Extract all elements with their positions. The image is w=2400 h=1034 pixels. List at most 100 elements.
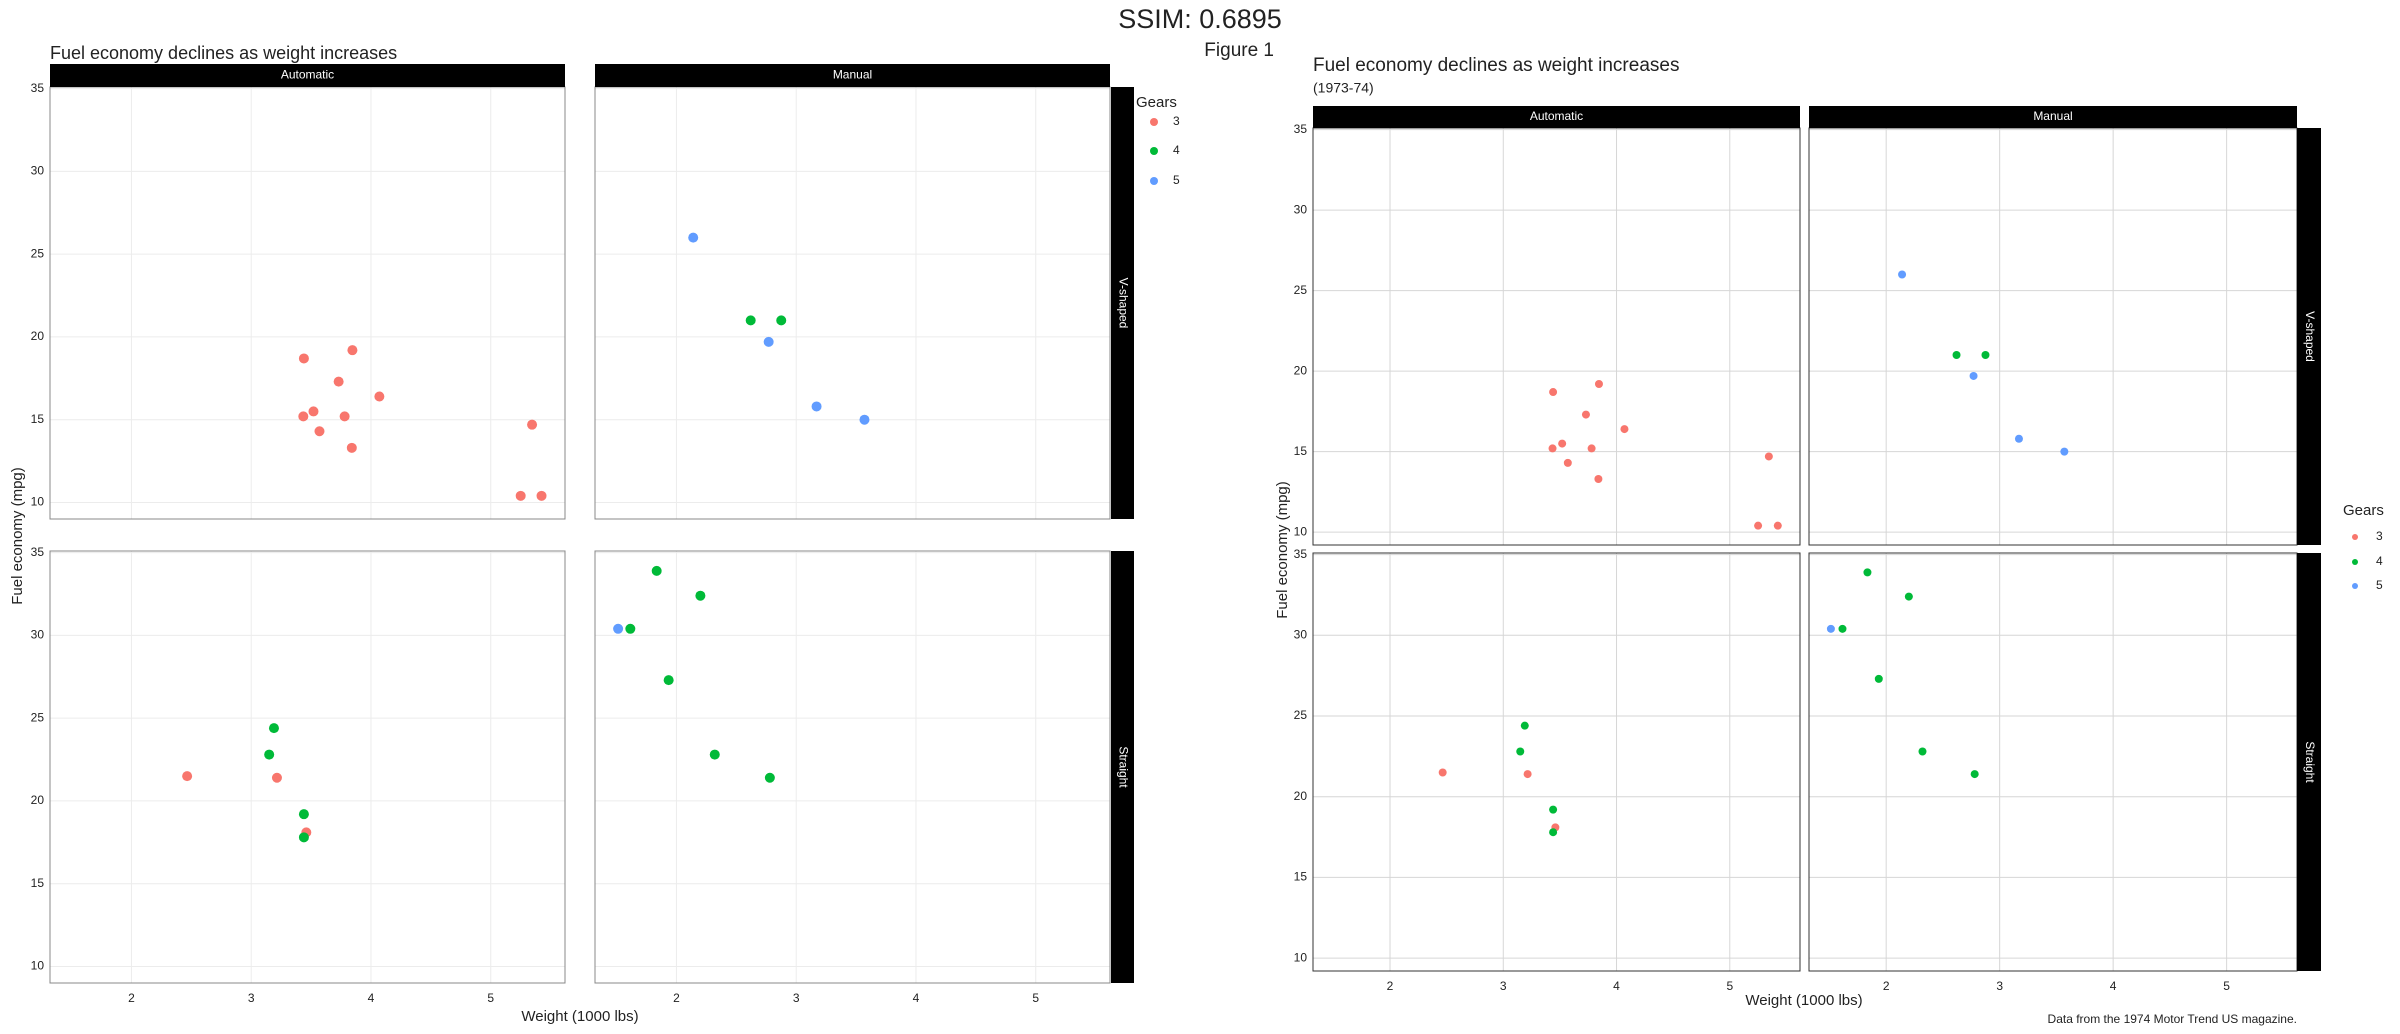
point: [536, 490, 547, 501]
facet-strip: [2297, 128, 2321, 545]
x-tick-label: 2: [1883, 979, 1890, 993]
legend-label: 5: [1173, 173, 1180, 187]
x-tick-label: 3: [1996, 979, 2003, 993]
legend-marker: [2352, 583, 2358, 589]
point: [1581, 410, 1590, 419]
chart-title: Fuel economy declines as weight increase…: [50, 43, 397, 63]
point: [515, 490, 526, 501]
point: [1773, 521, 1782, 530]
facet-label: Automatic: [281, 68, 334, 82]
facet-strip: [1313, 106, 1800, 128]
point: [527, 419, 538, 430]
x-tick-label: 4: [913, 991, 920, 1005]
point: [298, 353, 309, 364]
facet-label: Manual: [833, 68, 872, 82]
panel: [50, 551, 565, 983]
legend-marker: [2352, 534, 2358, 540]
y-tick-label: 25: [31, 246, 45, 260]
facet-strip: [50, 64, 565, 87]
point: [613, 623, 624, 634]
y-tick-label: 30: [1294, 202, 1308, 216]
y-tick-label: 30: [1294, 627, 1308, 641]
point: [1523, 770, 1532, 779]
y-tick-label: 10: [1294, 950, 1308, 964]
x-tick-label: 2: [128, 991, 135, 1005]
y-tick-label: 10: [1294, 524, 1308, 538]
y-tick-label: 15: [1294, 444, 1308, 458]
point: [1970, 770, 1979, 779]
x-axis-label: Weight (1000 lbs): [521, 1008, 638, 1025]
point: [346, 442, 357, 453]
facet-strip: [1809, 106, 2297, 128]
legend-title: Gears: [1136, 94, 1177, 111]
panel: [50, 87, 565, 519]
point: [745, 315, 756, 326]
y-tick-label: 15: [31, 412, 45, 426]
y-tick-label: 15: [31, 876, 45, 890]
figure-label: Figure 1: [1204, 40, 1274, 61]
point: [1838, 624, 1847, 633]
x-tick-label: 3: [1500, 979, 1507, 993]
facet-label: Manual: [2033, 109, 2072, 123]
legend-label: 5: [2376, 578, 2383, 592]
point: [1754, 521, 1763, 530]
point: [811, 401, 822, 412]
point: [1594, 474, 1603, 483]
point: [298, 832, 309, 843]
point: [268, 723, 279, 734]
panel: [1313, 553, 1800, 971]
facet-strip: [1111, 87, 1134, 519]
legend-marker: [1150, 147, 1158, 155]
point: [2060, 447, 2069, 456]
point: [1764, 452, 1773, 461]
point: [688, 232, 699, 243]
y-tick-label: 30: [31, 164, 45, 178]
page-title: SSIM: 0.6895: [1118, 4, 1282, 34]
x-tick-label: 4: [1613, 979, 1620, 993]
point: [1981, 351, 1990, 360]
legend-marker: [1150, 118, 1158, 126]
x-tick-label: 5: [2223, 979, 2230, 993]
point: [1918, 747, 1927, 756]
panel-border: [594, 550, 1111, 984]
point: [1549, 805, 1558, 814]
y-tick-label: 25: [1294, 283, 1308, 297]
x-tick-label: 4: [2110, 979, 2117, 993]
point: [2014, 434, 2023, 443]
panel-border: [49, 550, 566, 984]
point: [1549, 388, 1558, 397]
y-tick-label: 25: [31, 710, 45, 724]
point: [625, 623, 636, 634]
y-tick-label: 20: [31, 793, 45, 807]
point: [1952, 351, 1961, 360]
x-tick-label: 4: [368, 991, 375, 1005]
point: [1863, 568, 1872, 577]
point: [314, 426, 325, 437]
y-tick-label: 10: [31, 495, 45, 509]
point: [298, 809, 309, 820]
y-tick-label: 35: [31, 81, 45, 95]
point: [264, 749, 275, 760]
point: [1587, 444, 1596, 453]
point: [1516, 747, 1525, 756]
caption: Data from the 1974 Motor Trend US magazi…: [2048, 1012, 2297, 1026]
point: [1563, 458, 1572, 467]
point: [1520, 721, 1529, 730]
chart-subtitle: (1973-74): [1313, 80, 1374, 96]
point: [333, 376, 344, 387]
point: [859, 414, 870, 425]
point: [1549, 828, 1558, 837]
facet-label: Straight: [2303, 741, 2317, 783]
legend-marker: [2352, 559, 2358, 565]
point: [374, 391, 385, 402]
chart-title: Fuel economy declines as weight increase…: [1313, 55, 1679, 76]
x-tick-label: 3: [248, 991, 255, 1005]
y-tick-label: 35: [1294, 122, 1308, 136]
x-tick-label: 5: [1032, 991, 1039, 1005]
point: [1969, 371, 1978, 380]
point: [339, 411, 350, 422]
x-axis-label: Weight (1000 lbs): [1745, 992, 1862, 1009]
panel: [1809, 553, 2297, 971]
panel: [1313, 128, 1800, 545]
